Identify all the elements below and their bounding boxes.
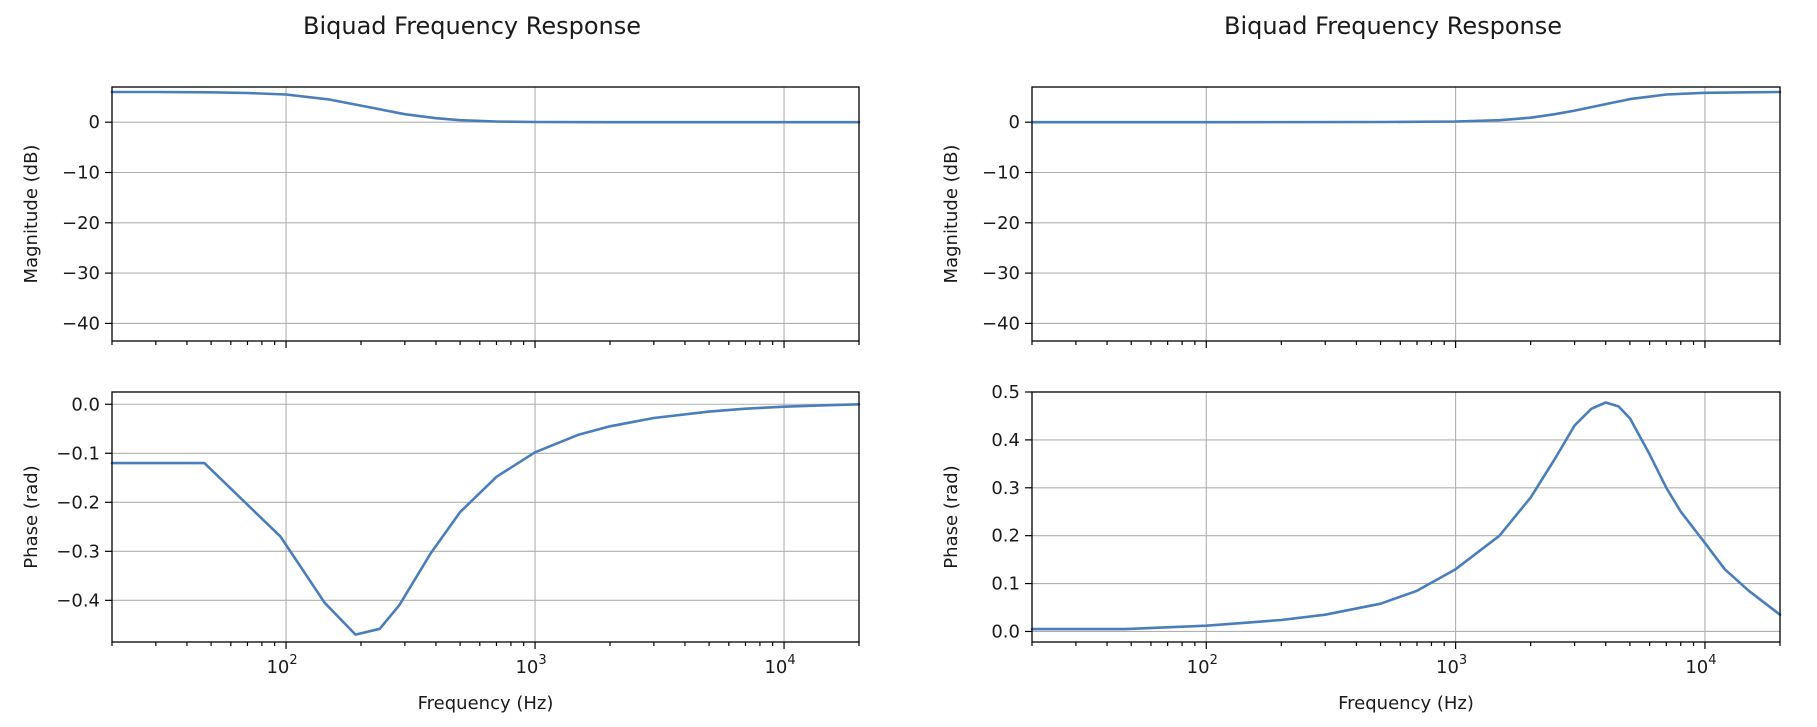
y-tick-label: 0.0 — [991, 621, 1020, 642]
x-axis-label: Frequency (Hz) — [418, 693, 554, 714]
chart-1: Biquad Frequency Response 0 −10 −20 −30 −40 Ma… — [21, 12, 861, 714]
x-tick-base: 10 — [764, 657, 787, 678]
x-tick-exponent: 2 — [289, 653, 297, 668]
x-tick-base: 10 — [266, 657, 289, 678]
x-tick-exponent: 3 — [538, 653, 546, 668]
x-tick-exponent: 4 — [1708, 653, 1716, 668]
plot-frame — [111, 391, 860, 643]
y-tick-label: −40 — [982, 313, 1020, 334]
y-tick-label: 0 — [89, 112, 100, 133]
x-tick-base: 10 — [1436, 657, 1459, 678]
y-tick-label: 0.4 — [991, 430, 1020, 451]
y-tick-label: −0.1 — [56, 443, 100, 464]
y-axis-label: Magnitude (dB) — [941, 145, 962, 284]
y-tick-label: 0.1 — [991, 574, 1020, 595]
y-tick-label: −30 — [982, 263, 1020, 284]
chart-2: Biquad Frequency Response 0 −10 −20 −30 −40 Ma… — [941, 12, 1782, 714]
y-axis-label: Magnitude (dB) — [21, 145, 42, 284]
series-line — [110, 403, 861, 636]
series-line — [1030, 90, 1782, 124]
x-tick-label: 102 — [1187, 653, 1218, 678]
x-tick-base: 10 — [1685, 657, 1708, 678]
y-axis-label: Phase (rad) — [941, 465, 962, 568]
y-tick-label: 0.2 — [991, 526, 1020, 547]
y-tick-label: −20 — [62, 213, 100, 234]
magnitude-panel: 0 −10 −20 −30 −40 Magnitude (dB) — [941, 86, 1782, 348]
y-tick-label: 0.3 — [991, 478, 1020, 499]
y-tick-label: −10 — [62, 163, 100, 184]
plot-frame — [1031, 391, 1781, 643]
x-tick-label: 104 — [1685, 653, 1716, 678]
x-tick-label: 103 — [1436, 653, 1467, 678]
x-tick-base: 10 — [1187, 657, 1210, 678]
x-tick-label: 103 — [515, 653, 546, 678]
y-tick-label: 0 — [1009, 112, 1020, 133]
y-tick-label: −0.2 — [56, 492, 100, 513]
x-tick-label: 102 — [266, 653, 297, 678]
x-tick-base: 10 — [515, 657, 538, 678]
x-tick-label: 104 — [764, 653, 795, 678]
y-tick-label: −40 — [62, 313, 100, 334]
y-tick-label: 0.0 — [71, 394, 100, 415]
chart-title: Biquad Frequency Response — [303, 12, 641, 40]
plot-frame — [1031, 86, 1781, 342]
x-axis-label: Frequency (Hz) — [1338, 693, 1474, 714]
plot-frame — [111, 86, 860, 342]
y-tick-label: −30 — [62, 263, 100, 284]
series-line — [110, 90, 861, 124]
series-line — [1030, 401, 1782, 631]
y-tick-label: −0.3 — [56, 541, 100, 562]
y-tick-label: −0.4 — [56, 590, 100, 611]
x-tick-exponent: 2 — [1210, 653, 1218, 668]
y-tick-label: −10 — [982, 163, 1020, 184]
y-tick-label: 0.5 — [991, 382, 1020, 403]
y-tick-label: −20 — [982, 213, 1020, 234]
x-tick-exponent: 4 — [787, 653, 795, 668]
x-tick-exponent: 3 — [1459, 653, 1467, 668]
chart-title: Biquad Frequency Response — [1224, 12, 1562, 40]
y-axis-label: Phase (rad) — [21, 465, 42, 568]
magnitude-panel: 0 −10 −20 −30 −40 Magnitude (dB) — [21, 86, 861, 348]
